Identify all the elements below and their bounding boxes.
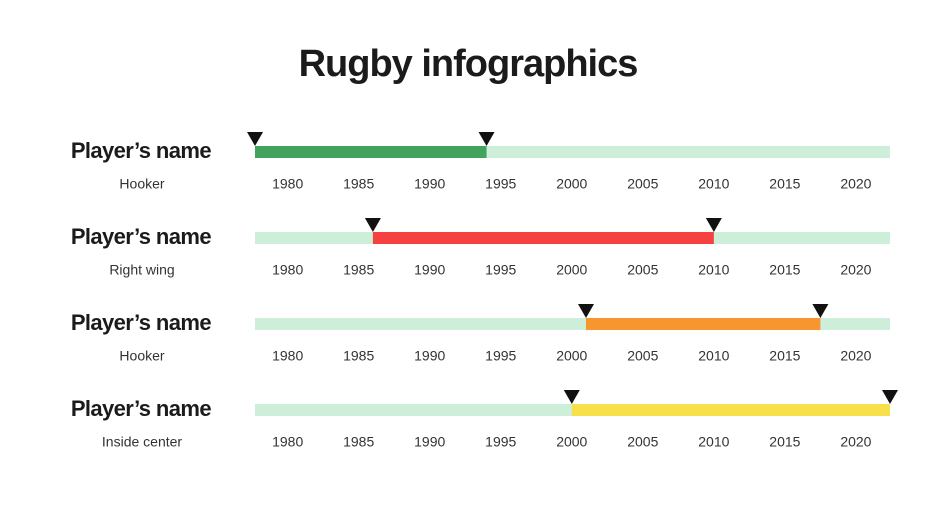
x-tick-label: 2000 — [556, 434, 587, 450]
x-tick-label: 1980 — [272, 176, 303, 192]
x-tick-label: 2010 — [698, 176, 729, 192]
x-tick-label: 1985 — [343, 176, 374, 192]
career-bar — [585, 318, 821, 330]
x-tick-label: 2005 — [627, 348, 658, 364]
x-tick-label: 1985 — [343, 262, 374, 278]
x-tick-label: 2010 — [698, 348, 729, 364]
x-tick-label: 2005 — [627, 434, 658, 450]
player-name: Player’s name — [71, 224, 212, 249]
x-tick-label: 1985 — [343, 348, 374, 364]
x-tick-label: 2000 — [556, 262, 587, 278]
x-tick-label: 1995 — [485, 176, 516, 192]
player-position: Hooker — [119, 176, 164, 192]
x-tick-label: 1980 — [272, 348, 303, 364]
x-tick-label: 1985 — [343, 434, 374, 450]
x-tick-label: 2000 — [556, 176, 587, 192]
x-tick-label: 2005 — [627, 262, 658, 278]
x-tick-label: 1990 — [414, 262, 445, 278]
x-tick-label: 2015 — [769, 348, 800, 364]
marker-start — [577, 304, 594, 318]
x-tick-label: 1990 — [414, 176, 445, 192]
x-tick-label: 1990 — [414, 348, 445, 364]
player-position: Inside center — [102, 434, 182, 450]
x-tick-label: 2015 — [769, 176, 800, 192]
player-position: Hooker — [119, 348, 164, 364]
x-tick-label: 1995 — [485, 434, 516, 450]
x-tick-label: 2010 — [698, 262, 729, 278]
x-tick-label: 2020 — [840, 348, 871, 364]
x-tick-label: 2005 — [627, 176, 658, 192]
career-bar — [372, 232, 714, 244]
marker-end — [705, 218, 722, 232]
marker-start — [563, 390, 580, 404]
x-tick-label: 2020 — [840, 262, 871, 278]
x-tick-label: 2015 — [769, 434, 800, 450]
x-tick-label: 1980 — [272, 434, 303, 450]
player-position: Right wing — [109, 262, 174, 278]
marker-end — [882, 390, 898, 404]
x-tick-label: 1990 — [414, 434, 445, 450]
x-tick-label: 2000 — [556, 348, 587, 364]
page-title: Rugby infographics — [299, 43, 638, 85]
player-name: Player’s name — [71, 310, 212, 335]
career-bar — [571, 404, 890, 416]
player-name: Player’s name — [71, 396, 212, 421]
x-tick-label: 2010 — [698, 434, 729, 450]
marker-end — [478, 132, 495, 146]
x-tick-label: 2020 — [840, 434, 871, 450]
player-name: Player’s name — [71, 138, 212, 163]
career-bar — [255, 146, 487, 158]
marker-end — [812, 304, 829, 318]
x-tick-label: 1980 — [272, 262, 303, 278]
x-tick-label: 1995 — [485, 262, 516, 278]
x-tick-label: 2020 — [840, 176, 871, 192]
marker-start — [247, 132, 263, 146]
x-tick-label: 2015 — [769, 262, 800, 278]
x-tick-label: 1995 — [485, 348, 516, 364]
marker-start — [364, 218, 381, 232]
